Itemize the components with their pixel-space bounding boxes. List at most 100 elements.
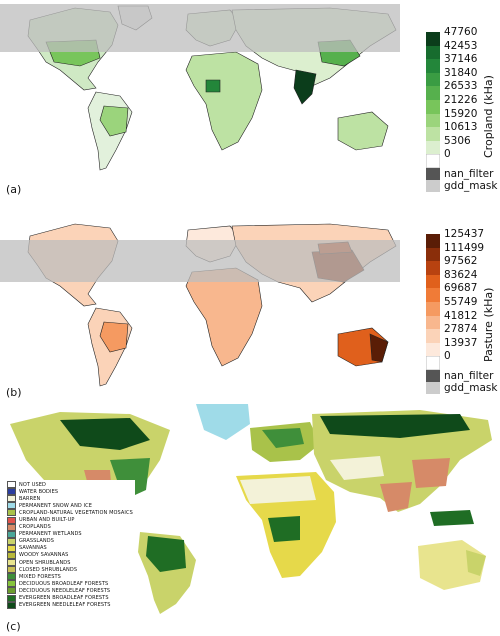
colorbar-segment bbox=[426, 315, 440, 330]
colorbar-segment bbox=[426, 86, 440, 100]
legend-label: CROPLANDS bbox=[19, 524, 51, 531]
colorbar-segment bbox=[426, 113, 440, 128]
colorbar-segment bbox=[426, 45, 440, 60]
gdd-mask-band bbox=[0, 4, 400, 52]
colorbar-tick-label: 27874 bbox=[444, 323, 478, 336]
colorbar-tick-label: 47760 bbox=[444, 26, 478, 38]
land-cover-legend: NOT USED WATER BODIES BARREN PERMANENT SNOW… bbox=[5, 480, 135, 610]
panel-label-c: (c) bbox=[6, 620, 21, 633]
australia bbox=[337, 111, 389, 151]
map-cropland bbox=[0, 4, 400, 171]
colorbar-b bbox=[426, 234, 440, 394]
colorbar-segment bbox=[426, 261, 440, 275]
colorbar-segment bbox=[426, 140, 440, 155]
legend-swatch bbox=[7, 551, 16, 559]
colorbar-tick-label: 31840 bbox=[444, 66, 478, 79]
legend-label: EVERGREEN NEEDLELEAF FORESTS bbox=[19, 602, 111, 609]
colorbar-segment bbox=[426, 274, 440, 289]
legend-item: PERMANENT WETLANDS bbox=[7, 530, 133, 538]
colorbar-tick-label: 21226 bbox=[444, 94, 478, 106]
map-pasture bbox=[0, 223, 400, 387]
legend-swatch bbox=[7, 573, 16, 581]
africa bbox=[185, 51, 263, 151]
legend-label: GRASSLANDS bbox=[19, 538, 54, 545]
australia-east bbox=[369, 333, 389, 363]
legend-label: SAVANNAS bbox=[19, 545, 47, 552]
colorbar-tick-label: 15920 bbox=[444, 107, 478, 120]
legend-label: PERMANENT WETLANDS bbox=[19, 531, 82, 538]
legend-item: URBAN AND BUILT-UP bbox=[7, 516, 133, 524]
colorbar-title-b: Pasture (kHa) bbox=[482, 287, 495, 362]
legend-swatch bbox=[7, 544, 16, 552]
colorbar-segment bbox=[426, 247, 440, 262]
legend-swatch bbox=[7, 481, 16, 489]
map-land-cover bbox=[10, 404, 492, 614]
india bbox=[293, 69, 317, 105]
colorbar-tick-label: 26533 bbox=[444, 80, 478, 93]
colorbar-segment bbox=[426, 32, 440, 46]
legend-item: PERMANENT SNOW AND ICE bbox=[7, 502, 133, 510]
legend-swatch bbox=[7, 495, 16, 503]
legend-item: WATER BODIES bbox=[7, 488, 133, 496]
legend-swatch bbox=[7, 601, 16, 609]
legend-swatch bbox=[7, 502, 16, 510]
legend-label: CROPLAND-NATURAL VEGETATION MOSAICS bbox=[19, 509, 133, 516]
legend-label: NOT USED bbox=[19, 481, 46, 488]
colorbar-tick-label: 10613 bbox=[444, 121, 478, 134]
legend-label: CLOSED SHRUBLANDS bbox=[19, 566, 78, 573]
legend-label: WOODY SAVANNAS bbox=[19, 552, 69, 559]
legend-item: CROPLAND-NATURAL VEGETATION MOSAICS bbox=[7, 509, 133, 517]
legend-label: DECIDUOUS BROADLEAF FORESTS bbox=[19, 580, 109, 587]
colorbar-tick-label: 41812 bbox=[444, 309, 478, 322]
colorbar-tick-label: 69687 bbox=[444, 282, 478, 295]
legend-swatch bbox=[7, 537, 16, 545]
colorbar-mask-swatch bbox=[426, 179, 440, 192]
colorbar-tick-label: 37146 bbox=[444, 53, 478, 66]
colorbar-segment bbox=[426, 288, 440, 302]
colorbar-tick-label: 125437 bbox=[444, 228, 485, 240]
colorbar-segment bbox=[426, 127, 440, 141]
colorbar-mask-swatch bbox=[426, 381, 440, 394]
legend-item: CLOSED SHRUBLANDS bbox=[7, 566, 133, 574]
colorbar-tick-label: 83624 bbox=[444, 268, 478, 281]
colorbar-tick-label: 55749 bbox=[444, 296, 478, 308]
colorbar-tick-label: gdd_mask bbox=[444, 382, 498, 394]
colorbar-segment bbox=[426, 329, 440, 343]
colorbar-segment bbox=[426, 154, 440, 168]
legend-item: OPEN SHRUBLANDS bbox=[7, 559, 133, 567]
colorbar-tick-label: 13937 bbox=[444, 336, 478, 349]
brazil bbox=[99, 321, 129, 353]
panel-c: NOT USED WATER BODIES BARREN PERMANENT SNOW… bbox=[0, 400, 500, 636]
colorbar-tick-label: nan_filter bbox=[444, 168, 494, 180]
legend-swatch bbox=[7, 488, 16, 496]
legend-swatch bbox=[7, 559, 16, 567]
legend-item: GRASSLANDS bbox=[7, 537, 133, 545]
legend-item: CROPLANDS bbox=[7, 523, 133, 531]
legend-swatch bbox=[7, 530, 16, 538]
legend-swatch bbox=[7, 587, 16, 595]
colorbar-segment bbox=[426, 342, 440, 357]
legend-swatch bbox=[7, 594, 16, 602]
colorbar-tick-label: 111499 bbox=[444, 241, 485, 254]
legend-item: MIXED FORESTS bbox=[7, 573, 133, 581]
colorbar-segment bbox=[426, 356, 440, 370]
legend-label: PERMANENT SNOW AND ICE bbox=[19, 502, 92, 509]
panel-a: 47760 42453 37146 31840 26533 21226 15920 10613… bbox=[0, 0, 500, 200]
colorbar-title-a: Cropland (kHa) bbox=[482, 75, 495, 158]
legend-swatch bbox=[7, 516, 16, 524]
colorbar-segment bbox=[426, 72, 440, 87]
legend-swatch bbox=[7, 509, 16, 517]
brazil bbox=[99, 105, 129, 137]
legend-label: DECIDUOUS NEEDLELEAF FORESTS bbox=[19, 587, 111, 594]
legend-swatch bbox=[7, 566, 16, 574]
legend-item: NOT USED bbox=[7, 481, 133, 489]
africa bbox=[185, 267, 263, 367]
colorbar-tick-label: 97562 bbox=[444, 255, 478, 268]
colorbar-tick-label: gdd_mask bbox=[444, 180, 498, 192]
legend-label: EVERGREEN BROADLEAF FORESTS bbox=[19, 595, 109, 602]
legend-label: BARREN bbox=[19, 495, 41, 502]
legend-item: BARREN bbox=[7, 495, 133, 503]
colorbar-nan-swatch bbox=[426, 369, 440, 382]
legend-item: EVERGREEN BROADLEAF FORESTS bbox=[7, 594, 133, 602]
colorbar-nan-swatch bbox=[426, 167, 440, 180]
